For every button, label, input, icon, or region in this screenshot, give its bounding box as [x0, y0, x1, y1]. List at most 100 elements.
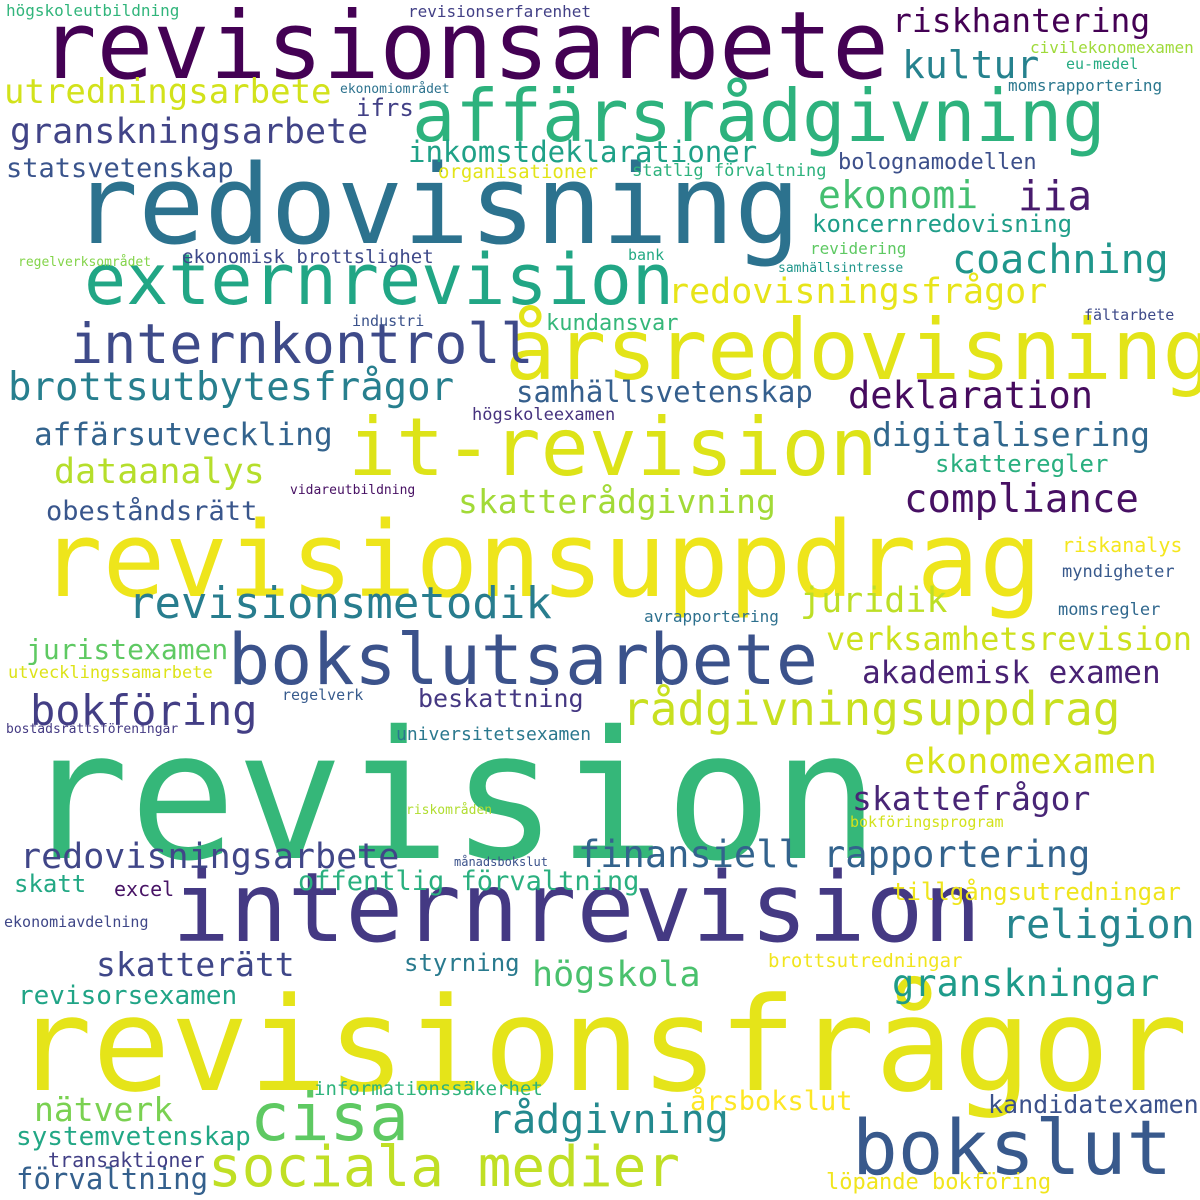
- word-revisionserfarenhet: revisionserfarenhet: [408, 2, 592, 21]
- word-informationssakerhet: informationssäkerhet: [314, 1078, 543, 1100]
- word-ifrs: ifrs: [356, 94, 414, 122]
- word-kundansvar: kundansvar: [546, 311, 679, 336]
- word-hogskoleutbildning: högskoleutbildning: [6, 1, 180, 20]
- word-bokforing: bokföring: [30, 686, 258, 735]
- word-juristexamen: juristexamen: [26, 633, 229, 666]
- word-hogskoleexamen: högskoleexamen: [472, 405, 616, 425]
- word-religion: religion: [1002, 902, 1195, 948]
- word-obestandsratt: obeståndsrätt: [46, 496, 258, 527]
- word-affarsradgivning: affärsrådgivning: [412, 74, 1106, 158]
- word-beskattning: beskattning: [418, 684, 584, 713]
- word-utvecklingssamarbete: utvecklingssamarbete: [8, 663, 213, 683]
- word-skatteregler: skatteregler: [935, 450, 1109, 478]
- word-momsrapportering: momsrapportering: [1008, 76, 1163, 95]
- word-samhallsvetenskap: samhällsvetenskap: [516, 375, 813, 409]
- word-revidering: revidering: [810, 239, 907, 258]
- word-radgivning: rådgivning: [488, 1097, 729, 1143]
- word-revision: revision: [22, 693, 880, 900]
- word-momsregler: momsregler: [1058, 600, 1161, 620]
- word-faltarbete: fältarbete: [1084, 306, 1175, 324]
- word-redovisning: redovisning: [72, 141, 801, 269]
- word-ekonomiomradet: ekonomiområdet: [340, 82, 450, 97]
- word-brottsutredningar: brottsutredningar: [768, 950, 963, 972]
- word-iia: iia: [1018, 172, 1093, 220]
- word-bokforingsprogram: bokföringsprogram: [850, 813, 1004, 831]
- word-coachning: coachning: [952, 237, 1169, 283]
- word-compliance: compliance: [904, 477, 1139, 522]
- word-radgivningsuppdrag: rådgivningsuppdrag: [622, 682, 1121, 736]
- word-statlig-forvaltning: statlig förvaltning: [632, 161, 827, 181]
- word-affarsutveckling: affärsutveckling: [34, 417, 333, 453]
- word-skatterratt: skatterätt: [96, 945, 295, 984]
- word-bokslut: bokslut: [852, 1103, 1173, 1192]
- word-arsredovisning: årsredovisning: [505, 301, 1200, 399]
- word-forvaltning: förvaltning: [16, 1162, 209, 1196]
- word-skattefragor: skattefrågor: [852, 779, 1091, 818]
- word-industri: industri: [352, 312, 425, 330]
- word-ekonomiavdelning: ekonomiavdelning: [4, 913, 149, 931]
- word-redovisningsfragor: redovisningsfrågor: [668, 272, 1048, 312]
- word-riskomraden: riskområden: [406, 803, 493, 818]
- word-granskningsarbete: granskningsarbete: [10, 112, 369, 152]
- word-vidareutbildning: vidareutbildning: [290, 483, 416, 498]
- word-akademisk-examen: akademisk examen: [862, 655, 1161, 691]
- word-utredningsarbete: utredningsarbete: [4, 72, 332, 112]
- word-bokslutsarbete: bokslutsarbete: [228, 619, 819, 701]
- word-revisionsarbete: revisionsarbete: [40, 0, 889, 101]
- word-redovisningsarbete: redovisningsarbete: [20, 837, 400, 877]
- word-tillgangsutredningar: tillgångsutredningar: [892, 878, 1181, 906]
- word-granskningar: granskningar: [892, 962, 1160, 1005]
- word-juridik: juridik: [800, 581, 948, 621]
- word-internrevision: internrevision: [172, 852, 982, 964]
- word-riskhantering: riskhantering: [892, 1, 1151, 40]
- word-brottsutbytesfragor: brottsutbytesfrågor: [8, 365, 455, 410]
- word-skatteradgivning: skatterådgivning: [458, 482, 776, 521]
- word-sociala-medier: sociala medier: [208, 1135, 681, 1200]
- word-bostadsrattsforeningar: bostadsrättsföreningar: [6, 722, 179, 737]
- word-verksamhetsrevision: verksamhetsrevision: [826, 620, 1193, 658]
- word-systemvetenskap: systemvetenskap: [16, 1122, 251, 1152]
- word-offentlig-forvaltning: offentlig förvaltning: [298, 866, 640, 897]
- word-styrning: styrning: [404, 949, 520, 977]
- word-hogskola: högskola: [532, 955, 701, 995]
- word-kandidatexamen: kandidatexamen: [988, 1090, 1199, 1119]
- word-digitalisering: digitalisering: [872, 415, 1151, 454]
- word-riskanalys: riskanalys: [1062, 533, 1183, 557]
- word-organisationer: organisationer: [438, 161, 599, 183]
- word-universitetsexamen: universitetsexamen: [396, 724, 592, 745]
- word-civilekonomexamen: civilekonomexamen: [1030, 38, 1194, 57]
- word-excel: excel: [114, 877, 175, 901]
- word-inkomstdeklarationer: inkomstdeklarationer: [408, 135, 758, 169]
- word-finansiell-rapportering: finansiell rapportering: [578, 833, 1091, 876]
- word-externrevision: externrevision: [84, 239, 675, 321]
- word-ekonomisk-brottslighet: ekonomisk brottslighet: [182, 246, 434, 268]
- word-it-revision: it-revision: [348, 401, 878, 494]
- word-manadsbokslut: månadsbokslut: [454, 855, 548, 869]
- word-arsbokslut: årsbokslut: [690, 1086, 853, 1117]
- word-revisionsuppdrag: revisionsuppdrag: [40, 499, 1042, 621]
- word-transaktioner: transaktioner: [48, 1148, 205, 1172]
- word-statsvetenskap: statsvetenskap: [6, 153, 234, 184]
- word-avrapportering: avrapportering: [644, 607, 779, 626]
- word-samhallsintresse: samhällsintresse: [778, 261, 904, 276]
- word-ekonomi: ekonomi: [818, 173, 979, 217]
- word-kultur: kultur: [902, 43, 1040, 87]
- word-revisionsfragor: revisionsfrågor: [14, 969, 1188, 1121]
- word-natverk: nätverk: [34, 1090, 174, 1129]
- word-revisorsexamen: revisorsexamen: [18, 981, 238, 1011]
- word-lopande-bokforing: löpande bokföring: [826, 1170, 1052, 1195]
- word-regelverk: regelverk: [282, 686, 364, 704]
- word-internkontroll: internkontroll: [70, 312, 534, 376]
- word-cisa: cisa: [250, 1079, 409, 1156]
- word-bolognamodellen: bologna­modellen: [838, 150, 1037, 175]
- word-regelverksomradet: regelverksområdet: [18, 255, 152, 270]
- word-skatt: skatt: [14, 870, 87, 898]
- word-koncernredovisning: koncernredovisning: [812, 210, 1073, 238]
- word-bank: bank: [628, 246, 665, 264]
- word-myndigheter: myndigheter: [1062, 562, 1175, 582]
- word-revisionsmetodik: revisionsmetodik: [128, 578, 552, 629]
- word-dataanalys: dataanalys: [54, 452, 265, 492]
- word-ekonomexamen: ekonomexamen: [904, 742, 1157, 782]
- word-eu-medel: eu-medel: [1066, 55, 1139, 73]
